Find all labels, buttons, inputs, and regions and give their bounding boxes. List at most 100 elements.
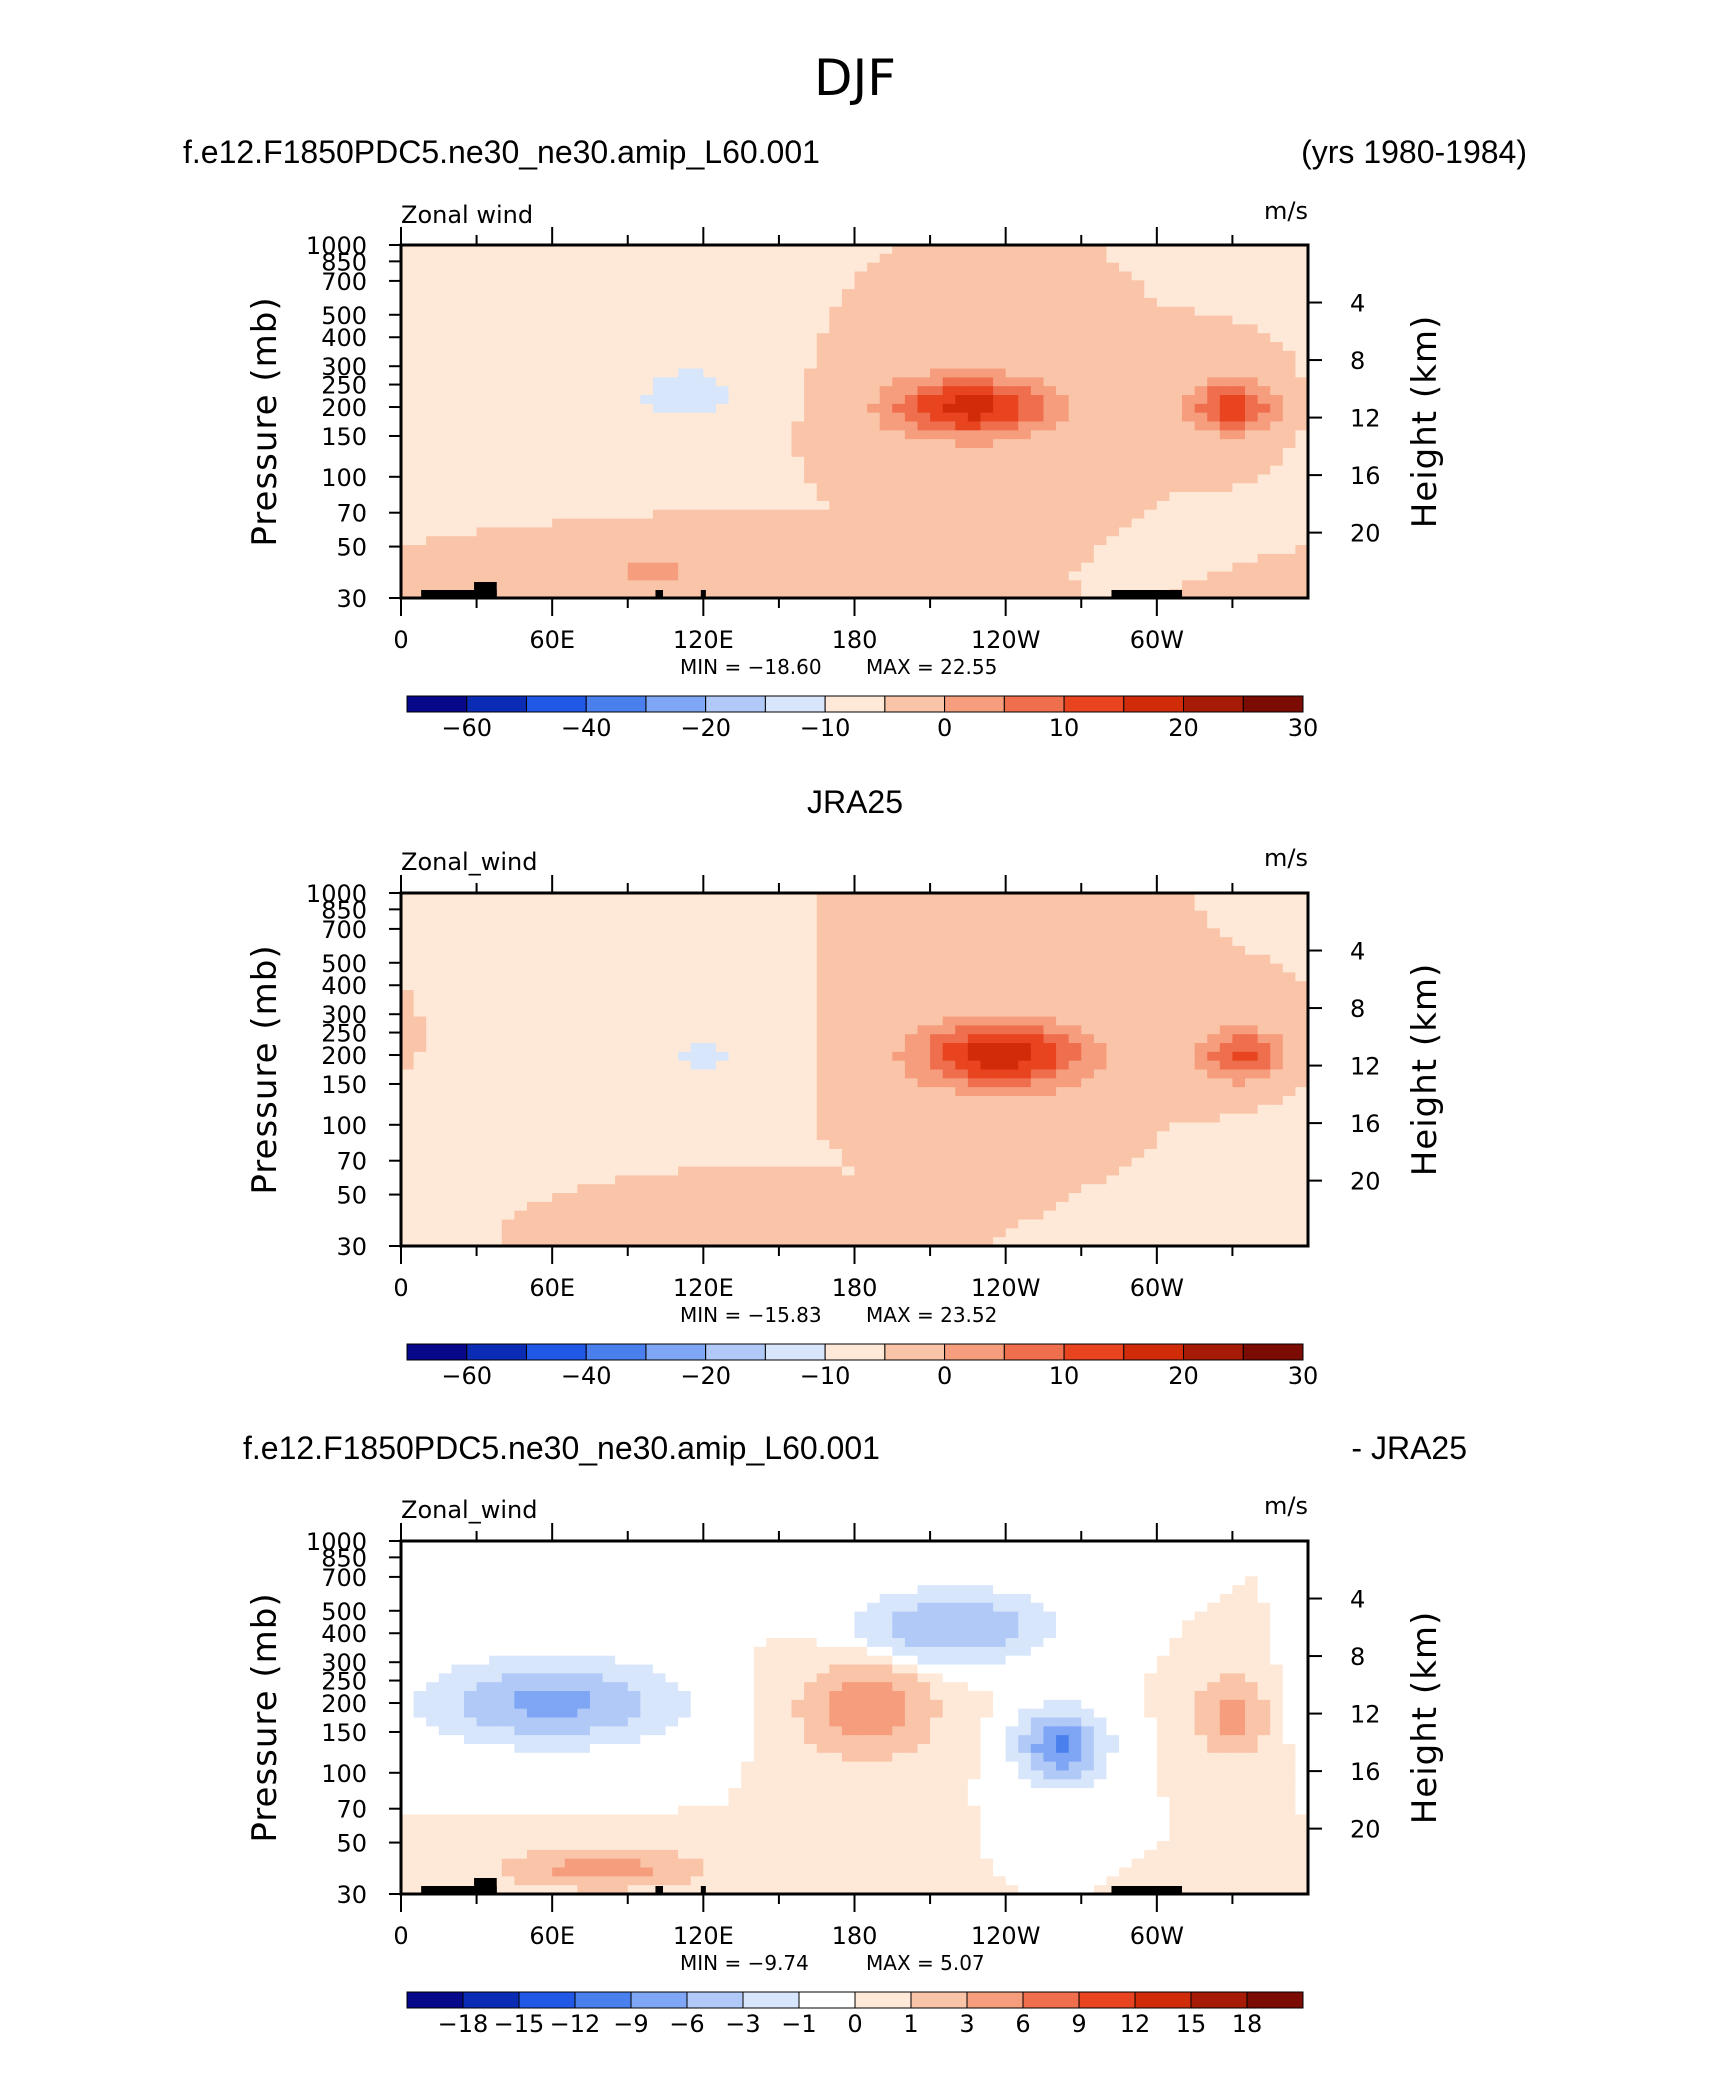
field-cell: [652, 1122, 667, 1132]
field-cell: [1030, 386, 1045, 396]
field-cell: [1081, 439, 1095, 449]
field-cell: [577, 377, 591, 387]
field-cell: [1295, 289, 1309, 299]
field-cell: [967, 553, 982, 564]
field-cell: [1245, 972, 1259, 982]
field-cell: [1245, 447, 1259, 458]
field-cell: [1270, 1095, 1284, 1106]
field-cell: [1068, 253, 1082, 264]
field-cell: [1232, 963, 1246, 974]
field-cell: [463, 1122, 478, 1132]
field-cell: [426, 1131, 440, 1141]
field-cell: [778, 412, 793, 423]
field-cell: [627, 919, 641, 929]
field-cell: [526, 1078, 541, 1088]
field-cell: [1194, 553, 1208, 564]
field-cell: [778, 386, 793, 396]
field-cell: [892, 245, 906, 255]
field-cell: [980, 545, 994, 555]
field-cell: [892, 945, 906, 956]
field-cell: [652, 901, 667, 912]
field-cell: [841, 403, 856, 414]
field-cell: [451, 1007, 465, 1018]
field-cell: [791, 368, 805, 378]
field-cell: [514, 359, 528, 370]
field-cell: [804, 253, 818, 264]
field-cell: [980, 954, 994, 965]
field-cell: [690, 1051, 704, 1062]
field-cell: [627, 536, 641, 546]
field-cell: [892, 954, 906, 965]
field-cell: [401, 333, 415, 343]
field-cell: [955, 1016, 969, 1026]
field-cell: [942, 1069, 956, 1079]
field-cell: [1131, 403, 1145, 414]
field-cell: [1030, 589, 1045, 599]
field-cell: [728, 456, 742, 467]
field-cell: [489, 1122, 503, 1132]
field-cell: [993, 306, 1007, 317]
field-cell: [804, 262, 818, 273]
field-cell: [892, 893, 906, 903]
field-cell: [967, 492, 982, 502]
field-cell: [1068, 271, 1082, 281]
field-cell: [577, 342, 591, 352]
field-cell: [1005, 403, 1019, 414]
field-cell: [892, 306, 906, 317]
field-cell: [829, 901, 843, 912]
field-cell: [904, 1007, 919, 1018]
field-cell: [589, 937, 604, 947]
field-cell: [892, 403, 906, 414]
field-cell: [791, 386, 805, 396]
field-cell: [1106, 500, 1120, 511]
field-cell: [1018, 492, 1032, 502]
field-cell: [1030, 1122, 1045, 1132]
field-cell: [1207, 589, 1221, 599]
field-cell: [766, 483, 780, 493]
field-cell: [1043, 1016, 1057, 1026]
field-cell: [879, 910, 893, 921]
field-cell: [1068, 439, 1082, 449]
field-cell: [930, 253, 944, 264]
field-cell: [766, 395, 780, 405]
field-cell: [463, 1016, 478, 1026]
field-cell: [463, 928, 478, 938]
field-cell: [741, 580, 755, 590]
field-cell: [1207, 981, 1221, 991]
field-cell: [526, 893, 541, 903]
field-cell: [1119, 910, 1133, 921]
field-cell: [1119, 945, 1133, 956]
field-cell: [1018, 901, 1032, 912]
field-cell: [1194, 289, 1208, 299]
field-cell: [791, 553, 805, 564]
field-cell: [1282, 324, 1297, 334]
field-cell: [1131, 245, 1145, 255]
field-cell: [1169, 315, 1183, 326]
field-cell: [854, 919, 868, 929]
field-cell: [854, 1051, 868, 1062]
field-cell: [1182, 580, 1196, 590]
field-cell: [967, 359, 982, 370]
field-cell: [1005, 350, 1019, 361]
field-cell: [539, 315, 553, 326]
panel-1: Zonal wind m/s305070100150200250300400500…: [245, 197, 1445, 742]
field-cell: [841, 1078, 856, 1088]
field-cell: [791, 377, 805, 387]
field-cell: [1081, 333, 1095, 343]
field-cell: [791, 306, 805, 317]
field-cell: [451, 1078, 465, 1088]
field-cell: [804, 1051, 818, 1062]
field-cell: [1081, 972, 1095, 982]
field-cell: [1068, 928, 1082, 938]
field-cell: [1093, 910, 1108, 921]
field-cell: [715, 350, 730, 361]
field-cell: [1169, 1025, 1183, 1035]
field-cell: [1282, 474, 1297, 484]
field-cell: [917, 483, 931, 493]
field-cell: [778, 937, 793, 947]
field-cell: [791, 324, 805, 334]
field-cell: [451, 289, 465, 299]
field-cell: [627, 571, 641, 581]
field-cell: [589, 589, 604, 599]
field-cell: [1194, 315, 1208, 326]
